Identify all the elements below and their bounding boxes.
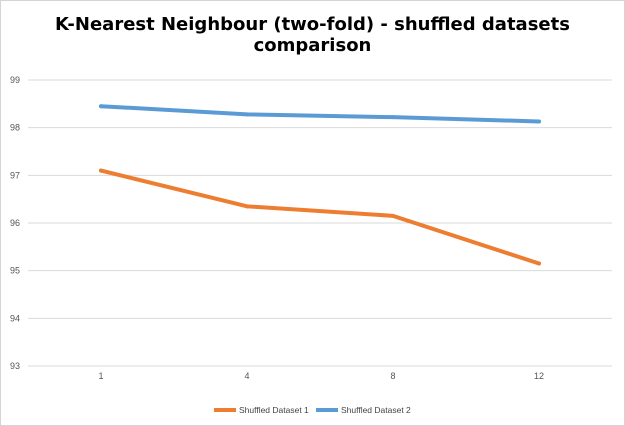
y-tick-label: 99: [10, 75, 20, 85]
data-point: [391, 213, 395, 218]
y-tick-label: 93: [10, 361, 20, 371]
y-tick-label: 96: [10, 218, 20, 228]
legend: Shuffled Dataset 1 Shuffled Dataset 2: [214, 405, 411, 415]
chart-title: K-Nearest Neighbour (two-fold) - shuffle…: [55, 14, 570, 56]
data-point: [537, 119, 541, 124]
data-point: [245, 204, 249, 209]
data-point: [391, 115, 395, 120]
x-tick-label: 1: [98, 371, 103, 381]
x-tick-label: 12: [534, 371, 544, 381]
x-tick-label: 4: [244, 371, 249, 381]
y-tick-label: 98: [10, 123, 20, 133]
y-axis-ticks: 93 94 95 96 97 98 99: [10, 75, 20, 371]
y-tick-label: 94: [10, 313, 20, 323]
data-point: [99, 104, 103, 109]
y-tick-label: 95: [10, 266, 20, 276]
legend-label: Shuffled Dataset 2: [341, 405, 411, 415]
x-tick-label: 8: [390, 371, 395, 381]
series-lines: [99, 104, 541, 266]
series-line-2: [99, 104, 541, 124]
data-point: [537, 261, 541, 266]
data-point: [99, 168, 103, 173]
series-line-1: [99, 168, 541, 266]
gridlines: [28, 79, 612, 367]
data-point: [245, 112, 249, 117]
legend-label: Shuffled Dataset 1: [239, 405, 309, 415]
y-tick-label: 97: [10, 170, 20, 180]
x-axis: 1 4 8 12: [98, 371, 544, 381]
